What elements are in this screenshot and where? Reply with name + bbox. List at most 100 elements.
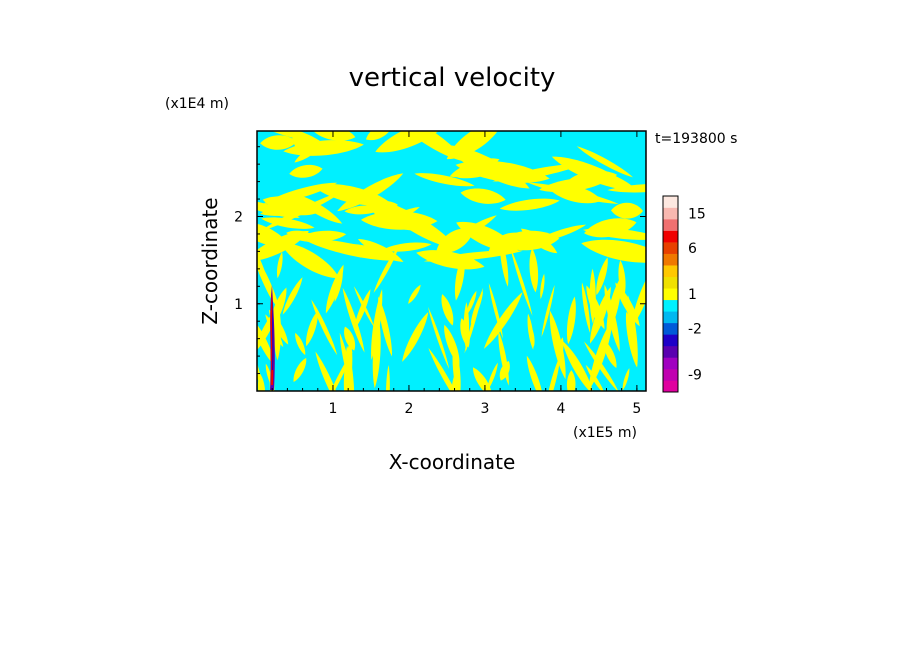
positive-band <box>286 230 319 242</box>
positive-band <box>545 355 561 391</box>
positive-band <box>408 284 421 304</box>
positive-band <box>357 238 404 262</box>
positive-band <box>375 131 448 153</box>
colorbar-segment <box>663 288 678 301</box>
colorbar-segment <box>663 230 678 243</box>
colorbar-label: 1 <box>688 287 697 303</box>
colorbar-segment <box>663 322 678 335</box>
colorbar-segment <box>663 334 678 347</box>
positive-band <box>416 250 485 270</box>
colorbar-segment <box>663 253 678 266</box>
positive-band <box>611 202 643 219</box>
positive-band <box>566 370 576 391</box>
positive-band <box>540 273 545 300</box>
positive-band <box>295 332 306 356</box>
positive-band <box>566 296 576 345</box>
positive-band <box>344 326 356 351</box>
positive-band <box>382 242 432 252</box>
positive-band <box>488 283 504 339</box>
positive-band <box>498 331 509 386</box>
positive-band <box>315 351 344 391</box>
colorbar-label: 6 <box>688 241 697 257</box>
colorbar-segment <box>663 219 678 231</box>
positive-band <box>441 294 454 326</box>
positive-band <box>562 340 594 391</box>
colorbar-segment <box>663 345 678 358</box>
positive-band <box>428 347 465 391</box>
positive-band <box>606 277 622 336</box>
positive-band <box>378 296 392 357</box>
positive-band <box>260 135 297 150</box>
positive-band <box>353 286 375 328</box>
colorbar-segment <box>663 242 678 254</box>
time-label: t=193800 s <box>655 131 737 147</box>
positive-band <box>313 184 392 206</box>
positive-band <box>290 193 343 224</box>
positive-band <box>342 287 365 353</box>
positive-band <box>581 239 646 263</box>
positive-band <box>510 247 533 316</box>
colorbar-label: -9 <box>688 368 702 384</box>
positive-band <box>257 241 274 303</box>
x-axis: 1 2 3 4 5 <box>271 131 641 417</box>
positive-band <box>428 306 450 369</box>
positive-band <box>574 167 636 190</box>
x-tick-label: 2 <box>404 401 413 417</box>
positive-band <box>257 373 266 391</box>
positive-band <box>460 188 506 204</box>
colorbar-segment <box>663 207 678 220</box>
positive-band <box>583 341 619 391</box>
positive-band <box>466 290 477 315</box>
positive-band <box>414 173 475 187</box>
y-tick-label: 2 <box>234 210 243 226</box>
positive-band <box>372 318 381 389</box>
positive-band <box>499 198 560 211</box>
positive-band <box>483 292 523 349</box>
positive-band <box>321 243 382 251</box>
colorbar-segment <box>663 299 678 312</box>
positive-band <box>529 248 539 293</box>
positive-band <box>282 277 303 315</box>
positive-band <box>371 289 383 360</box>
colorbar-segment <box>663 311 678 324</box>
positive-band <box>492 163 583 182</box>
colorbar-segment <box>663 380 678 393</box>
y-unit-label: (x1E4 m) <box>165 96 229 112</box>
positive-band <box>622 368 630 391</box>
colorbar-label: -2 <box>688 322 702 338</box>
positive-band <box>257 231 309 262</box>
positive-band <box>582 228 646 240</box>
positive-band <box>541 284 555 337</box>
colorbar-segment <box>663 196 678 208</box>
positive-band <box>581 282 591 333</box>
positive-band <box>379 206 420 226</box>
positive-band <box>354 289 371 330</box>
y-axis: 12 <box>234 146 646 375</box>
colorbar <box>663 196 678 393</box>
positive-band <box>345 345 355 391</box>
positive-band <box>526 355 544 391</box>
positive-band <box>588 319 613 391</box>
positive-band <box>549 310 566 380</box>
colorbar-segment <box>663 368 678 381</box>
colorbar-segment <box>663 357 678 370</box>
colorbar-segment <box>663 276 678 289</box>
chart-title: vertical velocity <box>349 63 556 93</box>
positive-band <box>289 164 323 178</box>
positive-band <box>576 146 634 178</box>
colorbar-label: 15 <box>688 206 706 222</box>
positive-band <box>373 199 458 250</box>
positive-band <box>385 365 390 391</box>
positive-band <box>472 367 493 391</box>
positive-band <box>292 135 320 155</box>
positive-band <box>280 242 340 279</box>
positive-band <box>446 131 504 160</box>
plot-frame <box>256 130 647 392</box>
x-tick-label: 5 <box>632 401 641 417</box>
colorbar-frame <box>662 195 679 393</box>
positive-band <box>585 364 605 391</box>
x-tick-label: 4 <box>556 401 565 417</box>
positive-band <box>615 282 640 327</box>
positive-band <box>596 257 608 296</box>
